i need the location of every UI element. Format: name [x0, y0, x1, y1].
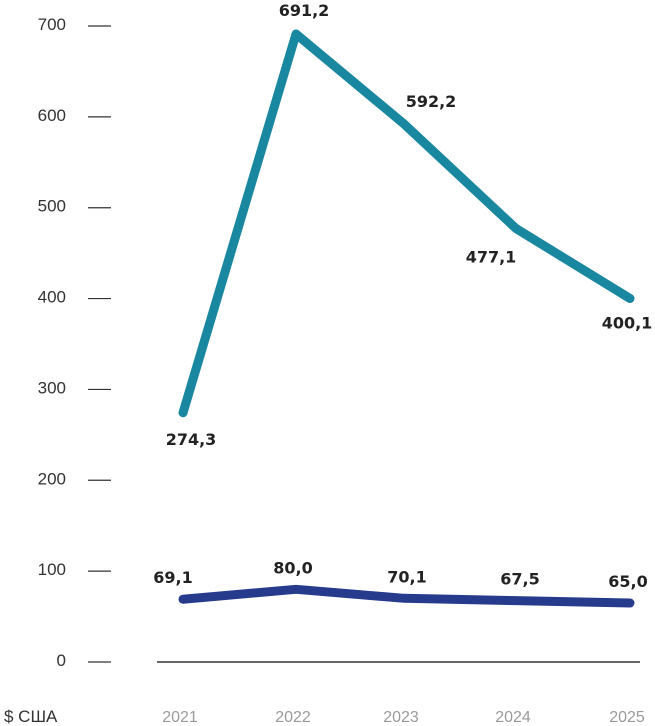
data-label: 400,1: [602, 313, 653, 332]
data-label: 69,1: [153, 568, 192, 587]
x-tick-label: 2024: [495, 709, 531, 726]
data-label: 65,0: [608, 572, 647, 591]
x-tick-label: 2022: [275, 709, 311, 726]
y-tick-label: 500: [38, 197, 66, 216]
y-tick-label: 700: [38, 15, 66, 34]
data-label: 691,2: [279, 1, 330, 20]
y-tick-label: 100: [38, 560, 66, 579]
data-label: 80,0: [273, 558, 312, 577]
series-layer: [178, 29, 635, 608]
data-labels: 274,3 691,2 592,2 477,1 400,1 69,1 80,0 70,1 67,…: [153, 1, 652, 591]
data-label: 67,5: [500, 570, 539, 589]
x-tick-label: 2023: [383, 709, 419, 726]
y-tick-label: 400: [38, 288, 66, 307]
data-label: 70,1: [387, 567, 426, 586]
y-axis: 0 100 200 300 400 500 600 700: [38, 15, 111, 670]
series-line-2: [178, 584, 635, 608]
data-label: 274,3: [166, 430, 217, 449]
series-line-1: [178, 29, 635, 418]
x-axis: 2021 2022 2023 2024 2025: [162, 709, 645, 726]
x-tick-label: 2021: [162, 709, 198, 726]
x-tick-label: 2025: [609, 709, 645, 726]
y-tick-label: 200: [38, 469, 66, 488]
y-tick-label: 0: [57, 651, 66, 670]
y-tick-label: 300: [38, 378, 66, 397]
data-label: 477,1: [466, 248, 517, 267]
unit-label: $ США: [4, 707, 58, 726]
y-tick-label: 600: [38, 106, 66, 125]
data-label: 592,2: [406, 92, 457, 111]
